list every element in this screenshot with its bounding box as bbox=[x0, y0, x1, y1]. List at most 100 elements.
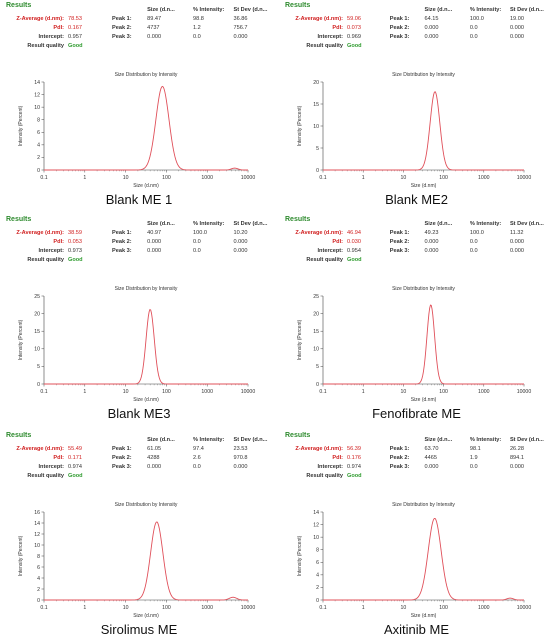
result-quality-label: Result quality bbox=[27, 473, 64, 479]
peak-column-header: St Dev (d.n... bbox=[233, 221, 268, 227]
peak-size-value: 40.97 bbox=[147, 230, 162, 236]
peak-column-header: % Intensity: bbox=[469, 437, 502, 443]
peak-column-header: St Dev (d.n... bbox=[509, 221, 544, 227]
chart-title: Size Distribution by Intensity bbox=[392, 72, 455, 78]
peak-label: Peak 3: bbox=[112, 464, 132, 470]
x-tick-label: 0.1 bbox=[319, 175, 326, 181]
peak-size-value: 0.000 bbox=[147, 464, 162, 470]
peak-intensity-value: 1.9 bbox=[469, 455, 478, 461]
peak-stdev-value: 26.28 bbox=[509, 446, 524, 452]
intercept-value: 0.954 bbox=[347, 248, 361, 254]
peak-column-header: % Intensity: bbox=[469, 7, 502, 13]
stats-block: Z-Average (d.nm): 55.49 PdI: 0.171 Intercept… bbox=[4, 437, 274, 495]
y-tick-label: 10 bbox=[34, 347, 40, 353]
result-quality-value: Good bbox=[347, 473, 362, 479]
x-tick-label: 100 bbox=[439, 175, 448, 181]
y-tick-label: 6 bbox=[37, 565, 40, 571]
peak-stdev-value: 0.000 bbox=[233, 464, 248, 470]
x-tick-label: 10 bbox=[401, 389, 407, 395]
peak-column-header: % Intensity: bbox=[469, 221, 502, 227]
y-axis-label: Intensity (Percent) bbox=[18, 319, 24, 360]
z-average-label: Z-Average (d.nm): bbox=[295, 16, 343, 22]
results-panel: Results Z-Average (d.nm): 46.94 PdI: 0.030 In… bbox=[283, 216, 550, 428]
x-tick-label: 10000 bbox=[517, 175, 532, 181]
results-heading: Results bbox=[6, 432, 32, 439]
x-tick-label: 10000 bbox=[241, 175, 256, 181]
results-heading: Results bbox=[285, 216, 311, 223]
pdi-value: 0.053 bbox=[68, 239, 82, 245]
x-tick-label: 1000 bbox=[478, 175, 490, 181]
peak-label: Peak 1: bbox=[112, 446, 132, 452]
y-tick-label: 10 bbox=[313, 124, 319, 130]
y-tick-label: 4 bbox=[316, 573, 319, 579]
peak-label: Peak 1: bbox=[112, 16, 132, 22]
y-tick-label: 20 bbox=[34, 311, 40, 317]
sample-caption: Blank ME 1 bbox=[105, 192, 173, 207]
z-average-label: Z-Average (d.nm): bbox=[16, 230, 64, 236]
results-panel: Results Z-Average (d.nm): 55.49 PdI: 0.171 In… bbox=[4, 432, 274, 643]
x-axis-label: Size (d.nm) bbox=[411, 397, 437, 403]
peak-label: Peak 1: bbox=[389, 16, 410, 22]
result-quality-value: Good bbox=[347, 43, 362, 49]
peak-intensity-value: 0.0 bbox=[469, 239, 478, 245]
peak-column-header: Size (d.n... bbox=[147, 221, 175, 227]
peak-stdev-value: 970.8 bbox=[233, 455, 248, 461]
result-quality-value: Good bbox=[68, 257, 83, 263]
intensity-curve bbox=[323, 304, 524, 385]
stats-block: Z-Average (d.nm): 56.39 PdI: 0.176 Intercept… bbox=[283, 437, 550, 495]
x-tick-label: 10000 bbox=[517, 389, 532, 395]
x-tick-label: 1 bbox=[83, 389, 86, 395]
z-average-value: 38.59 bbox=[68, 230, 82, 236]
x-tick-label: 0.1 bbox=[40, 175, 47, 181]
y-tick-label: 15 bbox=[34, 329, 40, 335]
result-quality-label: Result quality bbox=[306, 473, 343, 479]
peak-column-header: Size (d.n... bbox=[147, 7, 175, 13]
y-tick-label: 0 bbox=[316, 168, 319, 174]
peak-stdev-value: 0.000 bbox=[509, 239, 524, 245]
peak-stdev-value: 0.000 bbox=[509, 25, 524, 31]
peak-intensity-value: 0.0 bbox=[193, 248, 201, 254]
peak-stdev-value: 11.32 bbox=[509, 230, 524, 236]
peak-intensity-value: 0.0 bbox=[193, 34, 201, 40]
peak-intensity-value: 0.0 bbox=[469, 248, 478, 254]
y-tick-label: 14 bbox=[313, 510, 319, 516]
y-tick-label: 8 bbox=[37, 118, 40, 124]
peak-column-header: % Intensity: bbox=[193, 437, 225, 443]
y-tick-label: 14 bbox=[34, 521, 40, 527]
x-tick-label: 10000 bbox=[517, 605, 532, 611]
x-tick-label: 100 bbox=[162, 605, 171, 611]
chart-title: Size Distribution by Intensity bbox=[392, 502, 455, 508]
result-quality-label: Result quality bbox=[306, 43, 343, 49]
result-quality-label: Result quality bbox=[306, 257, 343, 263]
y-tick-label: 5 bbox=[316, 364, 319, 370]
intercept-label: Intercept: bbox=[317, 34, 344, 40]
x-tick-label: 100 bbox=[162, 389, 171, 395]
pdi-label: PdI: bbox=[332, 455, 343, 461]
peak-label: Peak 2: bbox=[112, 239, 132, 245]
result-quality-value: Good bbox=[68, 43, 83, 49]
peak-stdev-value: 0.000 bbox=[233, 239, 248, 245]
results-heading: Results bbox=[6, 216, 32, 223]
y-tick-label: 12 bbox=[34, 92, 40, 98]
peak-column-header: St Dev (d.n... bbox=[509, 437, 544, 443]
results-panel: Results Z-Average (d.nm): 78.53 PdI: 0.167 In… bbox=[4, 2, 274, 212]
peak-size-value: 0.000 bbox=[147, 239, 162, 245]
y-tick-label: 12 bbox=[34, 532, 40, 538]
intercept-label: Intercept: bbox=[317, 248, 344, 254]
intercept-label: Intercept: bbox=[317, 464, 344, 470]
y-tick-label: 16 bbox=[34, 510, 40, 516]
x-tick-label: 10 bbox=[401, 605, 407, 611]
peak-intensity-value: 2.6 bbox=[193, 455, 201, 461]
peak-intensity-value: 1.2 bbox=[193, 25, 201, 31]
chart-title: Size Distribution by Intensity bbox=[392, 286, 455, 292]
y-tick-label: 25 bbox=[313, 294, 319, 300]
y-axis-label: Intensity (Percent) bbox=[297, 105, 303, 146]
intercept-value: 0.973 bbox=[68, 248, 82, 254]
peak-stdev-value: 0.000 bbox=[509, 464, 524, 470]
peak-column-header: % Intensity: bbox=[193, 7, 225, 13]
y-axis-label: Intensity (Percent) bbox=[297, 319, 303, 360]
peak-size-value: 0.000 bbox=[147, 248, 162, 254]
peak-stdev-value: 10.20 bbox=[233, 230, 248, 236]
